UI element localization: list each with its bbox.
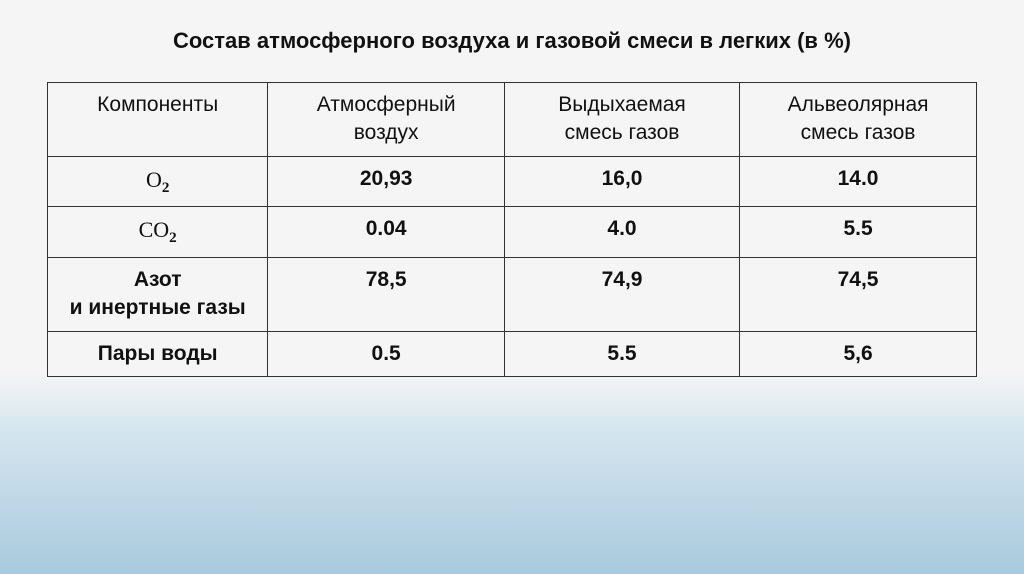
cell-value: 16,0 bbox=[504, 156, 739, 207]
slide-container: Состав атмосферного воздуха и газовой см… bbox=[0, 0, 1024, 405]
cell-value: 74,5 bbox=[740, 257, 977, 331]
cell-value: 20,93 bbox=[268, 156, 505, 207]
chem-subscript: 2 bbox=[169, 230, 177, 246]
cell-value: 78,5 bbox=[268, 257, 505, 331]
chem-symbol: CO bbox=[139, 217, 170, 242]
table-row: CO2 0.04 4.0 5.5 bbox=[48, 207, 977, 258]
col-header-alveolar: Альвеолярная смесь газов bbox=[740, 83, 977, 157]
row-label-nitrogen: Азот и инертные газы bbox=[48, 257, 268, 331]
col-header-label-l2: воздух bbox=[354, 121, 419, 144]
cell-value: 0.5 bbox=[268, 331, 505, 376]
row-label-l1: Азот bbox=[134, 268, 182, 291]
page-title: Состав атмосферного воздуха и газовой см… bbox=[40, 28, 984, 54]
cell-value: 4.0 bbox=[504, 207, 739, 258]
cell-value: 14.0 bbox=[740, 156, 977, 207]
chem-subscript: 2 bbox=[162, 180, 170, 196]
composition-table: Компоненты Атмосферный воздух Выдыхаемая… bbox=[47, 82, 977, 377]
row-label-l2: и инертные газы bbox=[70, 296, 246, 319]
col-header-label-l2: смесь газов bbox=[801, 121, 916, 144]
cell-value: 74,9 bbox=[504, 257, 739, 331]
col-header-label-l1: Атмосферный bbox=[317, 93, 456, 116]
col-header-label-l1: Альвеолярная bbox=[788, 93, 929, 116]
row-label-co2: CO2 bbox=[48, 207, 268, 258]
col-header-exhaled: Выдыхаемая смесь газов bbox=[504, 83, 739, 157]
table-row: Азот и инертные газы 78,5 74,9 74,5 bbox=[48, 257, 977, 331]
table-header-row: Компоненты Атмосферный воздух Выдыхаемая… bbox=[48, 83, 977, 157]
cell-value: 5.5 bbox=[504, 331, 739, 376]
table-row: O2 20,93 16,0 14.0 bbox=[48, 156, 977, 207]
row-label-o2: O2 bbox=[48, 156, 268, 207]
chem-symbol: O bbox=[146, 167, 162, 192]
col-header-components: Компоненты bbox=[48, 83, 268, 157]
row-label-water-vapor: Пары воды bbox=[48, 331, 268, 376]
cell-value: 0.04 bbox=[268, 207, 505, 258]
col-header-label-l1: Выдыхаемая bbox=[558, 93, 686, 116]
cell-value: 5,6 bbox=[740, 331, 977, 376]
cell-value: 5.5 bbox=[740, 207, 977, 258]
row-label-l1: Пары воды bbox=[98, 342, 218, 365]
col-header-label-l2: смесь газов bbox=[565, 121, 680, 144]
col-header-atmospheric: Атмосферный воздух bbox=[268, 83, 505, 157]
col-header-label: Компоненты bbox=[97, 93, 218, 116]
table-row: Пары воды 0.5 5.5 5,6 bbox=[48, 331, 977, 376]
